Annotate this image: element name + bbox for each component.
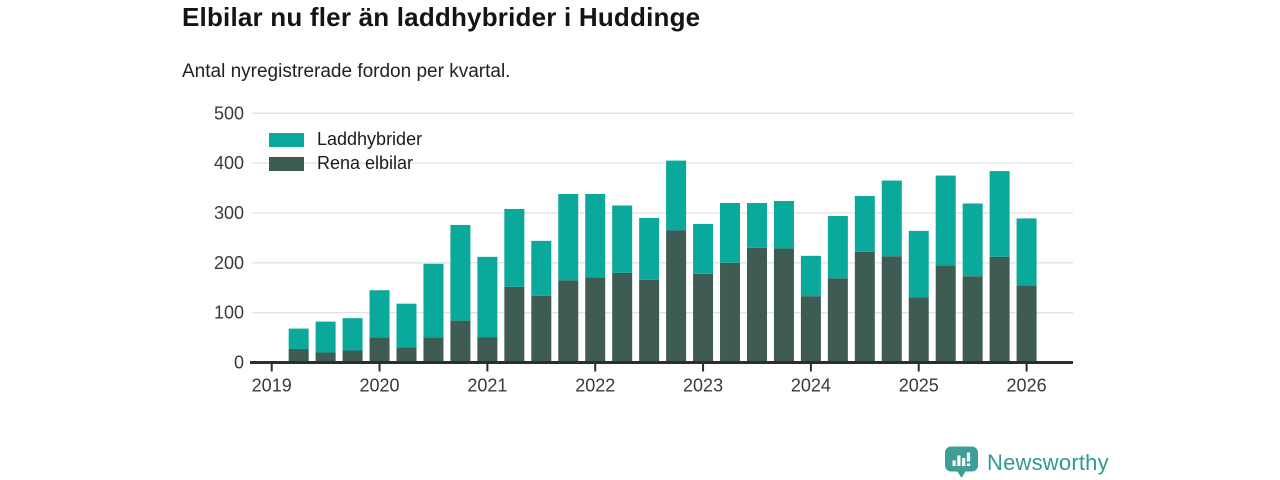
x-tick-label-2019: 2019 [252, 376, 292, 396]
bar-laddhybrider-2022 Q2 [612, 205, 633, 273]
bar-laddhybrider-2025 Q2 [935, 175, 956, 266]
newsworthy-logo[interactable]: Newsworthy [944, 446, 1109, 479]
page-title: Elbilar nu fler än laddhybrider i Huddin… [182, 2, 701, 32]
legend-label-laddhybrider: Laddhybrider [317, 129, 423, 149]
bar-rena-elbilar-2019 Q4 [342, 350, 363, 363]
legend-item-rena-elbilar: Rena elbilar [269, 154, 422, 173]
y-tick-label-100: 100 [214, 303, 244, 323]
y-tick-label-0: 0 [234, 353, 244, 373]
bar-rena-elbilar-2022 Q2 [612, 272, 633, 363]
bar-rena-elbilar-2020 Q4 [450, 320, 471, 363]
x-tick-label-2025: 2025 [899, 376, 939, 396]
bar-rena-elbilar-2020 Q1 [369, 337, 390, 363]
bar-rena-elbilar-2023 Q1 [693, 273, 714, 363]
x-tick-label-2026: 2026 [1007, 376, 1047, 396]
bar-rena-elbilar-2023 Q2 [720, 262, 741, 363]
newsworthy-badge-icon [945, 446, 978, 478]
x-tick-label-2021: 2021 [467, 376, 507, 396]
y-tick-label-500: 500 [214, 103, 244, 123]
bar-rena-elbilar-2021 Q1 [477, 337, 498, 363]
bar-rena-elbilar-2019 Q3 [315, 352, 336, 363]
bar-rena-elbilar-2023 Q3 [746, 247, 767, 363]
x-tick-label-2022: 2022 [575, 376, 615, 396]
bar-laddhybrider-2021 Q1 [477, 256, 498, 338]
bar-rena-elbilar-2025 Q4 [989, 256, 1010, 363]
bar-laddhybrider-2025 Q1 [908, 230, 929, 298]
bar-rena-elbilar-2021 Q2 [504, 286, 525, 363]
bar-laddhybrider-2025 Q3 [962, 203, 983, 277]
bar-rena-elbilar-2026 Q1 [1016, 285, 1037, 363]
x-tick-label-2020: 2020 [360, 376, 400, 396]
bar-rena-elbilar-2024 Q3 [854, 251, 875, 363]
bar-rena-elbilar-2022 Q1 [585, 277, 606, 363]
bar-rena-elbilar-2025 Q1 [908, 297, 929, 363]
bar-laddhybrider-2019 Q3 [315, 321, 336, 353]
bar-rena-elbilar-2023 Q4 [773, 248, 794, 363]
bar-rena-elbilar-2021 Q3 [531, 295, 552, 363]
bar-rena-elbilar-2024 Q4 [881, 256, 902, 363]
y-tick-label-300: 300 [214, 203, 244, 223]
bar-laddhybrider-2024 Q3 [854, 196, 875, 252]
x-tick-label-2024: 2024 [791, 376, 831, 396]
bar-laddhybrider-2023 Q4 [773, 200, 794, 249]
legend-label-rena-elbilar: Rena elbilar [317, 153, 414, 173]
bar-laddhybrider-2024 Q1 [800, 255, 821, 297]
bar-rena-elbilar-2022 Q3 [639, 279, 660, 363]
bar-rena-elbilar-2020 Q2 [396, 347, 417, 363]
bar-rena-elbilar-2019 Q2 [288, 349, 309, 363]
bar-laddhybrider-2022 Q1 [585, 194, 606, 278]
legend-item-laddhybrider: Laddhybrider [269, 130, 422, 149]
x-tick-label-2023: 2023 [683, 376, 723, 396]
bar-laddhybrider-2023 Q1 [693, 223, 714, 274]
bar-laddhybrider-2023 Q3 [746, 202, 767, 248]
newsworthy-wordmark: Newsworthy [987, 449, 1109, 475]
bar-laddhybrider-2022 Q4 [666, 160, 687, 231]
legend-swatch-rena-elbilar [269, 156, 304, 171]
legend-swatch-laddhybrider [269, 132, 304, 147]
bar-rena-elbilar-2024 Q2 [827, 278, 848, 363]
bar-laddhybrider-2021 Q2 [504, 208, 525, 287]
bar-laddhybrider-2020 Q4 [450, 224, 471, 321]
bar-laddhybrider-2021 Q4 [558, 194, 579, 281]
bar-rena-elbilar-2022 Q4 [666, 230, 687, 363]
bar-laddhybrider-2024 Q2 [827, 215, 848, 279]
bar-laddhybrider-2019 Q4 [342, 318, 363, 351]
bar-rena-elbilar-2025 Q2 [935, 265, 956, 363]
bar-laddhybrider-2020 Q1 [369, 290, 390, 338]
bar-laddhybrider-2022 Q3 [639, 217, 660, 280]
chart-subtitle: Antal nyregistrerade fordon per kvartal. [182, 61, 511, 82]
bar-laddhybrider-2020 Q2 [396, 303, 417, 348]
chart-legend: Laddhybrider Rena elbilar [269, 130, 422, 173]
bar-laddhybrider-2021 Q3 [531, 240, 552, 296]
bar-laddhybrider-2023 Q2 [720, 202, 741, 263]
bar-laddhybrider-2019 Q2 [288, 328, 309, 350]
y-tick-label-200: 200 [214, 253, 244, 273]
bar-rena-elbilar-2020 Q3 [423, 337, 444, 363]
y-tick-label-400: 400 [214, 153, 244, 173]
bar-laddhybrider-2025 Q4 [989, 171, 1010, 257]
bar-laddhybrider-2024 Q4 [881, 180, 902, 257]
bar-rena-elbilar-2024 Q1 [800, 296, 821, 363]
bar-laddhybrider-2026 Q1 [1016, 218, 1037, 286]
bar-laddhybrider-2020 Q3 [423, 263, 444, 338]
bar-rena-elbilar-2025 Q3 [962, 276, 983, 363]
bar-rena-elbilar-2021 Q4 [558, 280, 579, 363]
